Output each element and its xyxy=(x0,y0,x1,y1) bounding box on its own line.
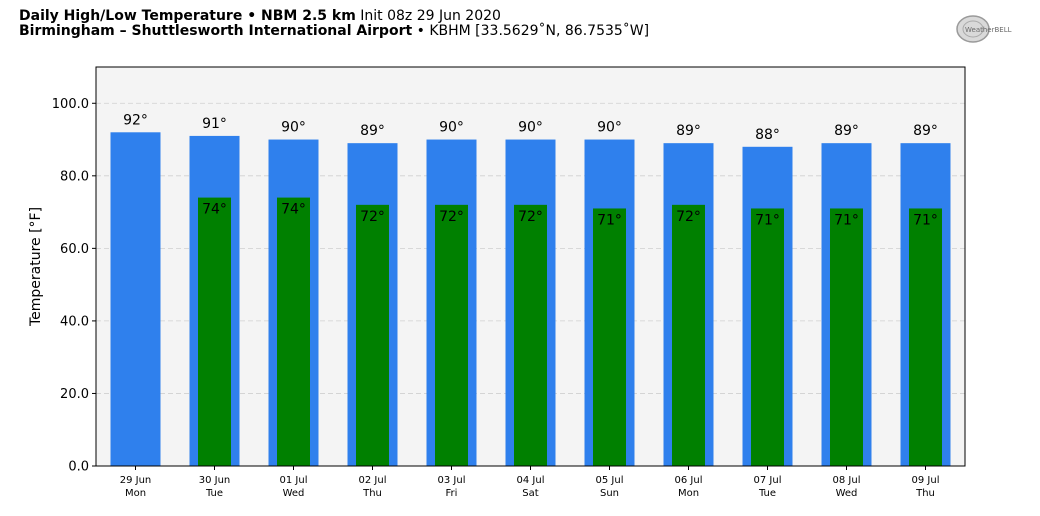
low-temp-label: 71° xyxy=(834,212,859,228)
x-tick-label-date: 09 Jul xyxy=(912,475,940,486)
low-temp-bar xyxy=(751,208,784,467)
low-temp-label: 72° xyxy=(676,209,701,225)
y-tick-label: 60.0 xyxy=(60,242,89,257)
axes: 0.0 20.0 40.0 60.0 80.0 100.0 29 Jun Mon 30 Jun T… xyxy=(52,97,940,499)
y-tick-label: 80.0 xyxy=(60,169,89,184)
init-time: Init 08z 29 Jun 2020 xyxy=(360,8,501,24)
x-tick-label-day: Mon xyxy=(678,488,699,499)
low-temp-label: 72° xyxy=(518,209,543,225)
x-tick-label-date: 30 Jun xyxy=(199,475,231,486)
high-temp-label: 89° xyxy=(913,123,938,139)
bars xyxy=(110,132,951,467)
x-tick-label-date: 07 Jul xyxy=(754,475,782,486)
title-line-1: Daily High/Low Temperature • NBM 2.5 km … xyxy=(19,9,649,24)
low-temp-bar xyxy=(514,204,547,466)
x-tick-label-date: 04 Jul xyxy=(517,475,545,486)
low-temp-bar xyxy=(435,204,468,466)
high-temp-label: 88° xyxy=(755,127,780,143)
low-temp-label: 74° xyxy=(281,202,306,218)
x-tick-label-date: 05 Jul xyxy=(596,475,624,486)
x-tick-label-date: 02 Jul xyxy=(359,475,387,486)
x-tick-label-day: Fri xyxy=(446,488,458,499)
x-tick-label-date: 01 Jul xyxy=(280,475,308,486)
x-tick-label-day: Wed xyxy=(283,488,305,499)
x-tick-label-date: 08 Jul xyxy=(833,475,861,486)
high-temp-label: 92° xyxy=(123,112,148,128)
y-axis-label: Temperature [°F] xyxy=(28,207,44,327)
data-labels: 92° 91° 74° 90° 74° 89° 72° 90° 72° 90° 72° 90° 71° 8… xyxy=(123,112,938,228)
low-temp-label: 71° xyxy=(913,212,938,228)
low-temp-label: 72° xyxy=(360,209,385,225)
y-tick-label: 100.0 xyxy=(52,97,89,112)
x-tick-label-day: Tue xyxy=(205,488,223,499)
high-temp-bar xyxy=(110,132,161,467)
high-temp-label: 91° xyxy=(202,116,227,132)
low-temp-label: 72° xyxy=(439,209,464,225)
x-tick-label-date: 29 Jun xyxy=(120,475,152,486)
high-temp-label: 89° xyxy=(360,123,385,139)
logo-text: WeatherBELL xyxy=(965,26,1012,34)
high-temp-label: 90° xyxy=(281,120,306,136)
high-temp-label: 89° xyxy=(676,123,701,139)
high-temp-label: 89° xyxy=(834,123,859,139)
x-tick-label-day: Tue xyxy=(758,488,776,499)
high-temp-label: 90° xyxy=(439,120,464,136)
low-temp-bar xyxy=(593,208,626,467)
low-temp-bar xyxy=(909,208,942,467)
location-name: Birmingham – Shuttlesworth International… xyxy=(19,23,413,39)
chart-title: Daily High/Low Temperature • NBM 2.5 km xyxy=(19,8,356,24)
low-temp-bar xyxy=(198,197,231,466)
x-tick-label-date: 06 Jul xyxy=(675,475,703,486)
low-temp-bar xyxy=(277,197,310,466)
high-temp-label: 90° xyxy=(597,120,622,136)
y-tick-label: 0.0 xyxy=(68,460,89,475)
y-tick-label: 40.0 xyxy=(60,314,89,329)
low-temp-label: 71° xyxy=(755,212,780,228)
high-temp-label: 90° xyxy=(518,120,543,136)
low-temp-bar xyxy=(672,204,705,466)
location-detail: • KBHM [33.5629˚N, 86.7535˚W] xyxy=(416,23,650,39)
chart-title-block: Daily High/Low Temperature • NBM 2.5 km … xyxy=(19,9,649,39)
x-tick-label-day: Thu xyxy=(362,488,382,499)
low-temp-label: 74° xyxy=(202,202,227,218)
x-tick-label-day: Thu xyxy=(915,488,935,499)
x-tick-label-day: Sat xyxy=(522,488,538,499)
x-tick-label-day: Sun xyxy=(600,488,619,499)
x-tick-label-date: 03 Jul xyxy=(438,475,466,486)
y-tick-label: 20.0 xyxy=(60,387,89,402)
low-temp-bar xyxy=(830,208,863,467)
weatherbell-logo: WeatherBELL xyxy=(956,15,1012,43)
x-tick-label-day: Mon xyxy=(125,488,146,499)
low-temp-label: 71° xyxy=(597,212,622,228)
x-tick-label-day: Wed xyxy=(836,488,858,499)
title-line-2: Birmingham – Shuttlesworth International… xyxy=(19,24,649,39)
low-temp-bar xyxy=(356,204,389,466)
